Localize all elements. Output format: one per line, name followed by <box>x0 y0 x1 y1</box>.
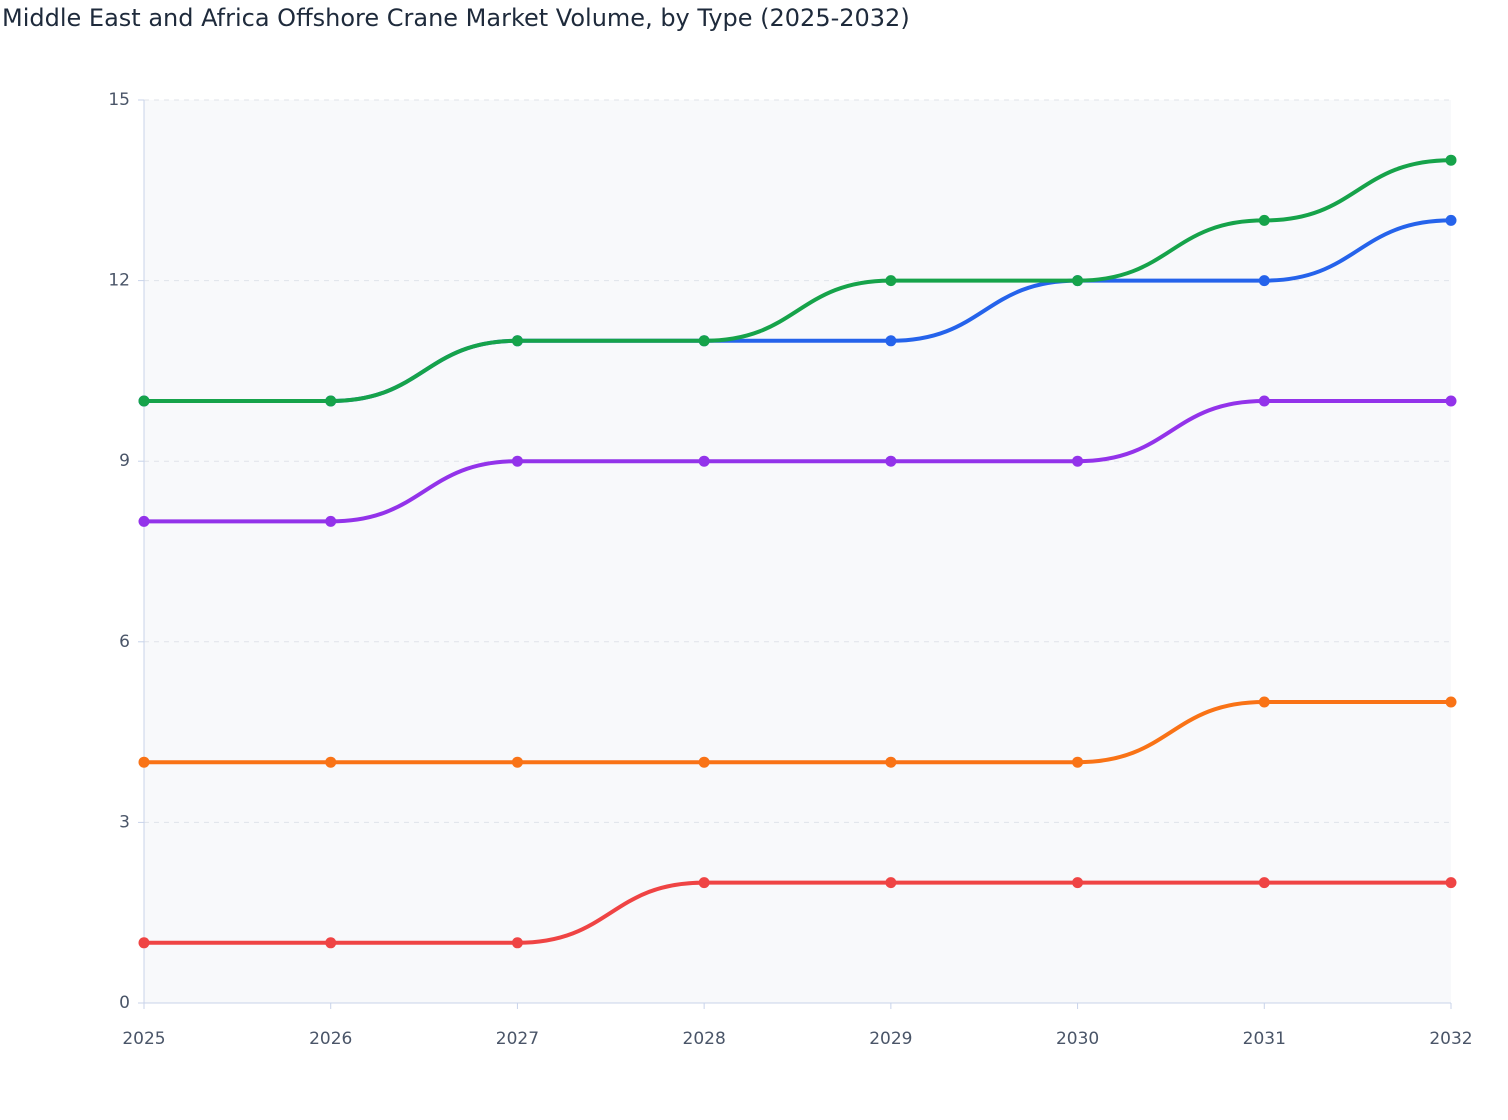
data-point <box>138 515 150 527</box>
series-line <box>144 699 1451 765</box>
data-point <box>138 937 150 949</box>
y-tick-label: 6 <box>119 632 130 652</box>
series-line <box>143 880 1451 945</box>
data-point <box>511 335 523 347</box>
y-tick-label: 9 <box>119 451 130 471</box>
x-tick-label: 2026 <box>309 1029 352 1049</box>
y-tick-label: 0 <box>119 993 130 1013</box>
data-point <box>1445 696 1457 708</box>
data-point <box>1258 275 1270 287</box>
data-point <box>1258 395 1270 407</box>
data-point <box>1445 395 1457 407</box>
x-tick-label: 2028 <box>683 1029 726 1049</box>
data-point <box>1445 877 1457 889</box>
series-line <box>143 398 1451 524</box>
data-point <box>325 937 337 949</box>
data-point <box>1445 154 1457 166</box>
data-point <box>885 455 897 467</box>
data-point <box>1258 214 1270 226</box>
x-tick-label: 2032 <box>1429 1029 1472 1049</box>
data-point <box>1258 696 1270 708</box>
y-tick-label: 3 <box>119 812 130 832</box>
data-point <box>511 455 523 467</box>
data-point <box>698 455 710 467</box>
data-point <box>698 756 710 768</box>
data-point <box>698 335 710 347</box>
data-point <box>1072 275 1084 287</box>
data-point <box>511 937 523 949</box>
data-point <box>138 395 150 407</box>
chart-title: Middle East and Africa Offshore Crane Ma… <box>2 4 910 32</box>
series-line <box>144 158 1452 404</box>
data-point <box>511 756 523 768</box>
data-point <box>1072 455 1084 467</box>
x-tick-label: 2025 <box>122 1029 165 1049</box>
data-point <box>1445 214 1457 226</box>
x-tick-label: 2030 <box>1056 1029 1099 1049</box>
data-point <box>138 756 150 768</box>
x-tick-label: 2029 <box>869 1029 912 1049</box>
data-point <box>325 515 337 527</box>
plot-background <box>144 100 1451 1003</box>
data-point <box>885 335 897 347</box>
data-point <box>885 877 897 889</box>
y-tick-label: 15 <box>108 90 130 110</box>
data-point <box>885 275 897 287</box>
data-point <box>325 756 337 768</box>
y-tick-label: 12 <box>108 271 130 291</box>
data-point <box>325 395 337 407</box>
x-tick-label: 2031 <box>1243 1029 1286 1049</box>
x-tick-label: 2027 <box>496 1029 539 1049</box>
data-point <box>1072 756 1084 768</box>
data-point <box>885 756 897 768</box>
data-point <box>1072 877 1084 889</box>
data-point <box>698 877 710 889</box>
data-point <box>1258 877 1270 889</box>
